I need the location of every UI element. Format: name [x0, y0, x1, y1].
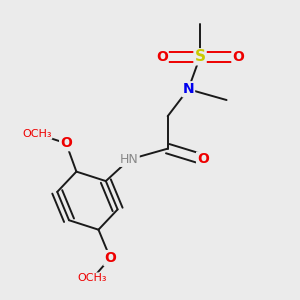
- Text: OCH₃: OCH₃: [22, 129, 51, 139]
- Text: N: N: [182, 82, 194, 96]
- Text: S: S: [195, 49, 206, 64]
- Text: O: O: [156, 50, 168, 64]
- Text: HN: HN: [120, 153, 139, 166]
- Text: O: O: [104, 251, 116, 265]
- Text: O: O: [60, 136, 72, 150]
- Text: OCH₃: OCH₃: [78, 273, 107, 283]
- Text: O: O: [197, 152, 209, 167]
- Text: O: O: [232, 50, 244, 64]
